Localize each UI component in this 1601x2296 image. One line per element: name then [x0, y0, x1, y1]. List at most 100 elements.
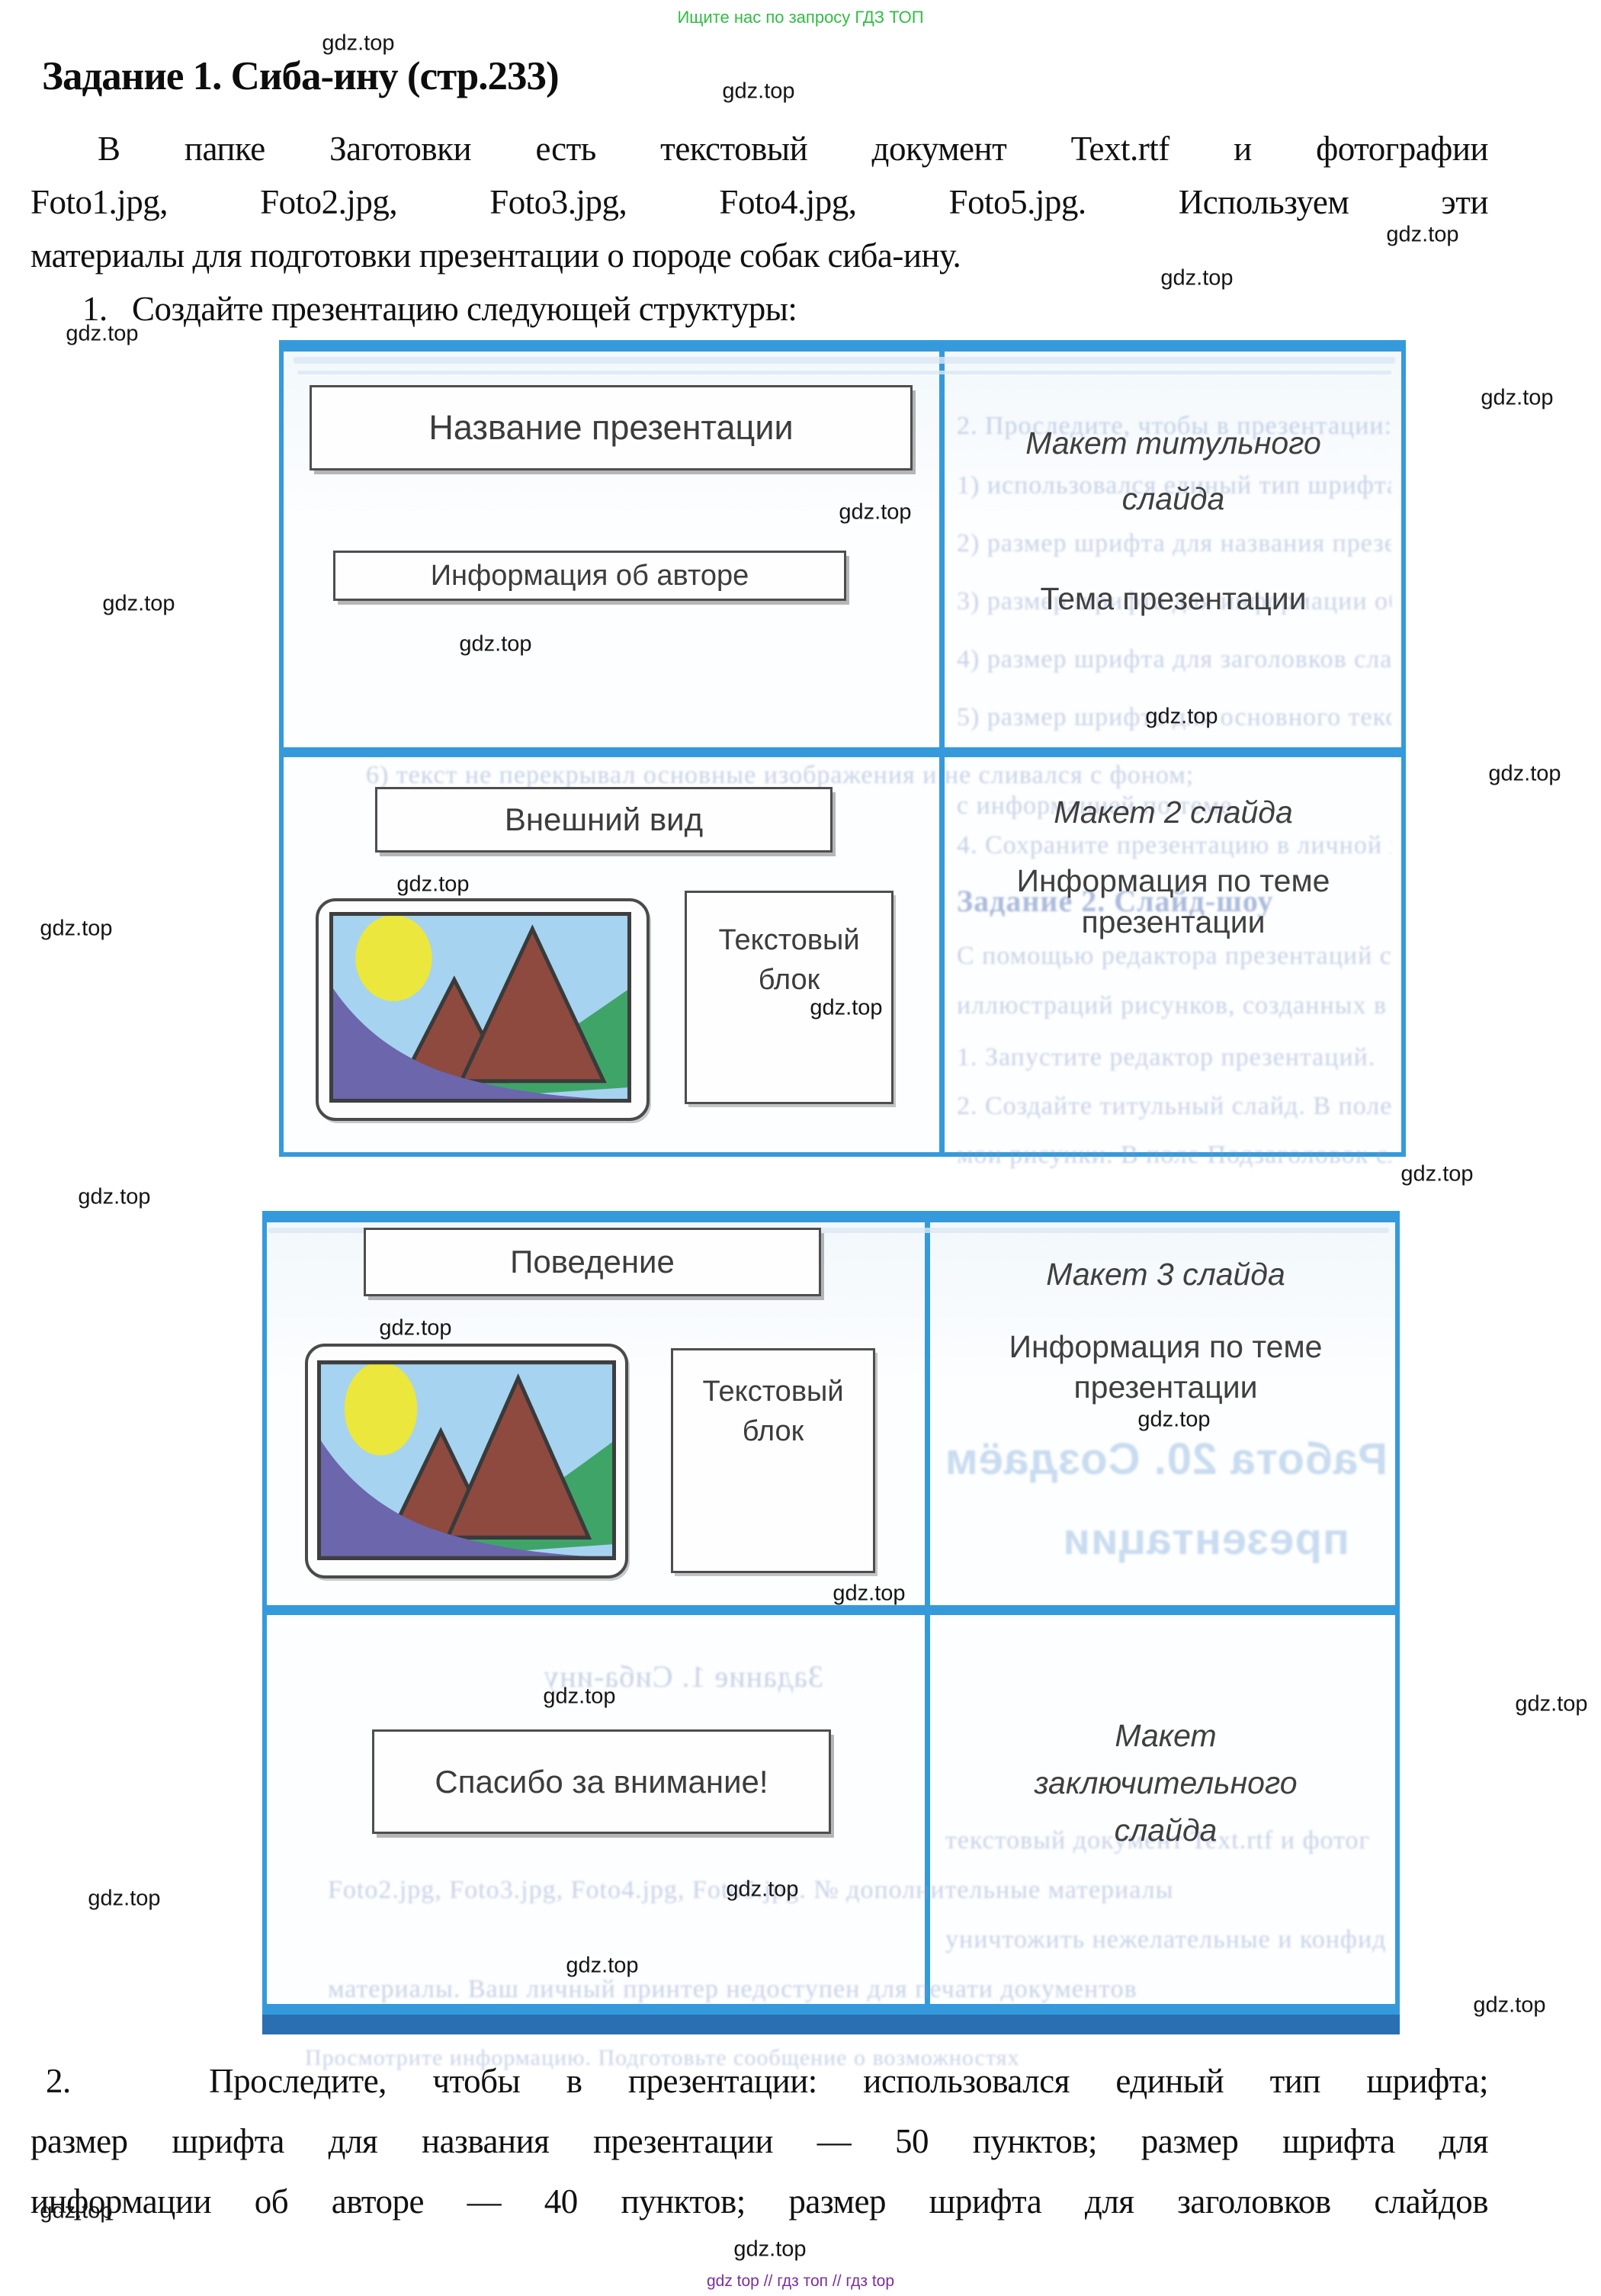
paragraph-line: Foto1.jpg, Foto2.jpg, Foto3.jpg, Foto4.j… — [30, 183, 1489, 221]
sun-shape — [344, 1362, 418, 1456]
watermark-text: gdz.top — [566, 1953, 639, 1978]
slide4-thanks-box: Спасибо за внимание! — [372, 1729, 831, 1834]
paragraph-line: размер шрифта для названия презентации —… — [30, 2122, 1489, 2160]
watermark-text: gdz.top — [459, 631, 532, 657]
slide3-header-label: Поведение — [510, 1244, 675, 1280]
bleedthrough-text: Foto2.jpg, Foto3.jpg, Foto4.jpg, Foto5.j… — [328, 1876, 1174, 1904]
bleedthrough-text: Просмотрите информацию. Подготовьте сооб… — [305, 2045, 1020, 2070]
slide3-text-block-line2: блок — [742, 1415, 804, 1447]
watermark-text: gdz.top — [1386, 222, 1459, 247]
sun-shape — [355, 915, 432, 1001]
slide1-layout-line1: Макет титульного — [1025, 425, 1321, 461]
slide2-header-label: Внешний вид — [504, 801, 704, 837]
landscape-image-placeholder — [329, 912, 631, 1103]
slide2-text-block-line1: Текстовый — [718, 924, 860, 956]
slide1-layout-line2: слайда — [1121, 481, 1225, 516]
slide4-layout-label: Макет заключительного слайда — [945, 1712, 1386, 1854]
watermark-text: gdz.top — [40, 2198, 113, 2224]
row-divider — [267, 1605, 1395, 1615]
slide4-layout-line2: заключительного — [1034, 1765, 1298, 1800]
bleedthrough-text: текстовый документ Text.rtf и фотог — [945, 1826, 1371, 1854]
paragraph-line: информации об авторе — 40 пунктов; разме… — [30, 2182, 1489, 2221]
slide3-text-block: Текстовый блок — [671, 1348, 875, 1573]
bleedthrough-streak — [268, 1228, 1389, 1233]
watermark-text: gdz.top — [726, 1877, 799, 1902]
bleedthrough-text: 2. Проследите, чтобы в презентации: — [957, 412, 1391, 440]
watermark-text: gdz.top — [78, 1184, 151, 1209]
mountain-shape — [444, 1373, 592, 1540]
bleedthrough-text: 2) размер шрифта для названия презентаци… — [957, 529, 1391, 557]
watermark-text: gdz.top — [102, 591, 175, 616]
watermark-text: gdz.top — [1160, 265, 1234, 291]
watermark-text: gdz.top — [66, 321, 139, 346]
paragraph-line: 2. Проследите, чтобы в презентации: испо… — [46, 2062, 1489, 2100]
slide3-header-box: Поведение — [364, 1228, 821, 1296]
slide4-layout-line3: слайда — [1114, 1813, 1218, 1848]
slide1-author-box: Информация об авторе — [333, 551, 846, 601]
bleedthrough-text: с информацией по теме. — [957, 792, 1240, 820]
bleedthrough-text: 2. Создайте титульный слайд. В поле Заго… — [957, 1092, 1391, 1120]
bleedthrough-text: 3) размер шрифта для информации об автор… — [957, 587, 1391, 615]
watermark-text: gdz.top — [1488, 761, 1561, 786]
watermark-text: gdz.top — [88, 1886, 161, 1911]
paragraph-line: В папке Заготовки есть текстовый докумен… — [98, 130, 1489, 168]
bleedthrough-streak — [297, 371, 1391, 374]
slide2-info-line1: Информация по теме — [1016, 863, 1330, 898]
slide4-layout-line1: Макет — [1115, 1718, 1217, 1753]
watermark-text: gdz.top — [810, 995, 883, 1020]
slide2-layout-label: Макет 2 слайда — [1054, 795, 1293, 830]
bleedthrough-text: 5) размер шрифта для основного текста — … — [957, 703, 1391, 731]
watermark-text: gdz.top — [1137, 1407, 1211, 1432]
picture-border — [329, 912, 631, 1103]
paragraph-line: материалы для подготовки презентации о п… — [30, 236, 961, 275]
picture-border — [317, 1360, 616, 1560]
slide1-title-box: Название презентации — [310, 385, 913, 470]
bleedthrough-streak — [294, 357, 1395, 364]
watermark-text: gdz.top — [722, 79, 795, 104]
watermark-text: gdz.top — [40, 916, 113, 941]
row-divider — [284, 747, 1401, 757]
footer-links[interactable]: gdz top // гдз топ // гдз top — [706, 2272, 895, 2290]
box-shadow-bar — [262, 2015, 1400, 2034]
bleedthrough-text: 1. Запустите редактор презентаций. — [957, 1043, 1376, 1071]
watermark-text: gdz.top — [1481, 385, 1554, 410]
watermark-text: gdz.top — [1515, 1691, 1588, 1716]
slide2-text-block-line2: блок — [758, 964, 820, 996]
intro-paragraph: В папке Заготовки есть текстовый докумен… — [30, 122, 1489, 336]
hill-shape — [329, 982, 631, 1103]
mountain-shape — [457, 924, 607, 1084]
bleedthrough-text: 4. Сохраните презентацию в личной папке. — [957, 831, 1391, 859]
item2-paragraph: 2. Проследите, чтобы в презентации: испо… — [30, 2051, 1489, 2232]
slide3-text-block-line1: Текстовый — [702, 1376, 844, 1408]
page-title: Задание 1. Сиба-ину (стр.233) — [42, 54, 560, 98]
slide3-layout-label: Макет 3 слайда — [1046, 1257, 1285, 1292]
paragraph-line: 1. Создайте презентацию следующей структ… — [82, 290, 797, 328]
bleedthrough-text: 6) текст не перекрывал основные изображе… — [366, 761, 1195, 789]
slide4-thanks-label: Спасибо за внимание! — [435, 1763, 768, 1800]
slide2-info-line2: презентации — [1081, 904, 1266, 939]
slide1-title-label: Название презентации — [428, 408, 794, 447]
landscape-image-placeholder — [317, 1360, 616, 1560]
bleedthrough-text: С помощью редактора презентаций создайте… — [957, 942, 1391, 970]
bleedthrough-text: мои рисунки. В поле Подзаголовок слайда … — [957, 1141, 1391, 1169]
bleedthrough-text: 1) использовался единый тип шрифта; — [957, 471, 1391, 499]
slide3-info-label: Информация по теме презентации — [945, 1327, 1386, 1408]
watermark-text: gdz.top — [833, 1581, 906, 1606]
slide3-info-line1: Информация по теме — [1009, 1329, 1323, 1364]
slide1-layout-label: Макет титульного слайда — [953, 416, 1394, 527]
watermark-text: gdz.top — [733, 2237, 807, 2262]
watermark-text: gdz.top — [1145, 704, 1218, 729]
slide2-text-block: Текстовый блок — [685, 891, 894, 1104]
slide1-author-label: Информация об авторе — [430, 559, 749, 592]
slide1-theme-label: Тема презентации — [1040, 581, 1307, 616]
bleedthrough-text: материалы. Ваш личный принтер недоступен… — [328, 1975, 1137, 2003]
bleedthrough-text: Работа 20. Создаём — [944, 1434, 1388, 1484]
slide3-image-frame — [305, 1344, 628, 1578]
hill-shape — [317, 1434, 616, 1560]
slide2-header-box: Внешний вид — [375, 787, 833, 853]
watermark-text: gdz.top — [322, 31, 395, 56]
slide3-info-line2: презентации — [1073, 1370, 1258, 1405]
slide2-info-label: Информация по теме презентации — [953, 860, 1394, 942]
slide2-image-frame — [316, 898, 650, 1121]
watermark-text: gdz.top — [1473, 1993, 1546, 2018]
